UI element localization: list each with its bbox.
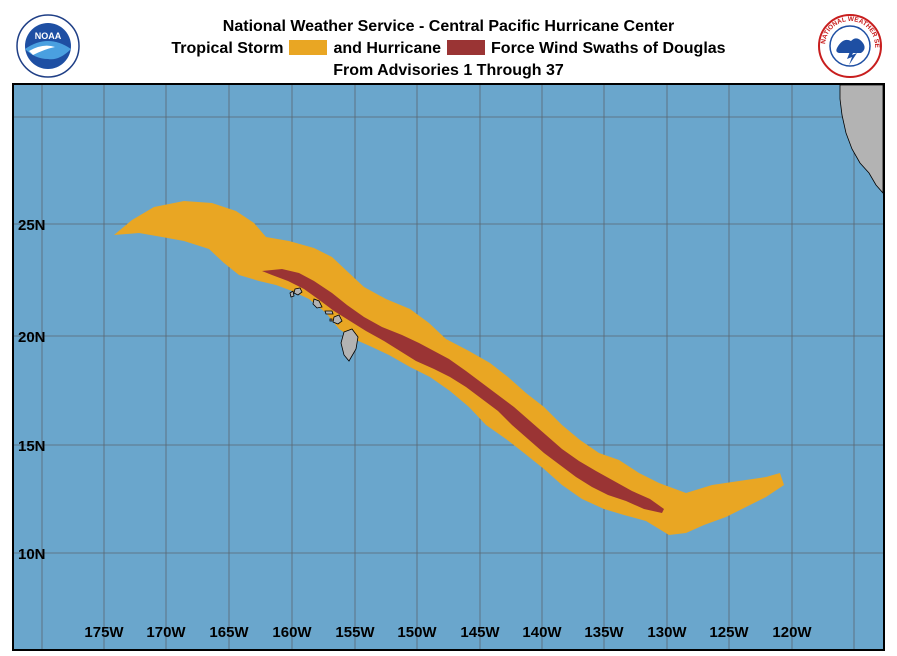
- island-hawaii: [340, 328, 359, 362]
- lon-label: 125W: [709, 624, 749, 641]
- lon-label: 165W: [209, 624, 249, 641]
- lon-label: 155W: [335, 624, 375, 641]
- lon-label: 160W: [272, 624, 312, 641]
- lon-label: 130W: [647, 624, 687, 641]
- island-maui: [332, 314, 343, 325]
- island-lanai: [329, 318, 333, 322]
- noaa-logo: NOAA: [16, 14, 80, 78]
- tropical-storm-swatch: [289, 40, 328, 55]
- legend-tropical-storm-label: Tropical Storm: [171, 40, 284, 57]
- lon-label: 145W: [460, 624, 500, 641]
- lon-label: 150W: [397, 624, 437, 641]
- lat-label: 25N: [18, 217, 46, 234]
- lat-label: 15N: [18, 438, 46, 455]
- title-line-3: From Advisories 1 Through 37: [333, 62, 564, 79]
- latitude-labels: 25N 20N 15N 10N: [18, 217, 46, 563]
- lon-label: 175W: [84, 624, 124, 641]
- hurricane-swath: [262, 269, 664, 513]
- nws-logo: NATIONAL WEATHER SERVICE: [815, 13, 882, 78]
- island-niihau: [289, 290, 295, 298]
- island-kauai: [293, 287, 303, 296]
- title-line-1: National Weather Service - Central Pacif…: [222, 18, 675, 35]
- hawaiian-islands: [289, 287, 359, 362]
- legend-hurricane-label: and Hurricane: [333, 40, 442, 57]
- graticule: [14, 85, 883, 649]
- lon-label: 135W: [584, 624, 624, 641]
- lat-label: 20N: [18, 329, 46, 346]
- noaa-logo-text: NOAA: [35, 31, 62, 41]
- map-header: National Weather Service - Central Pacif…: [12, 10, 885, 85]
- hurricane-swatch: [447, 40, 486, 55]
- lon-label: 120W: [772, 624, 812, 641]
- longitude-labels: 175W 170W 165W 160W 155W 150W 145W 140W …: [84, 624, 812, 641]
- lat-label: 10N: [18, 546, 46, 563]
- lon-label: 140W: [522, 624, 562, 641]
- legend-wind-swaths-label: Force Wind Swaths of Douglas: [491, 40, 726, 57]
- land-baja-california: [839, 85, 883, 194]
- title-line-2: Tropical Storm and Hurricane Force Wind Sw…: [12, 39, 885, 59]
- lon-label: 170W: [146, 624, 186, 641]
- island-oahu: [312, 298, 323, 309]
- island-molokai: [324, 310, 334, 315]
- storm-map: 175W 170W 165W 160W 155W 150W 145W 140W …: [14, 85, 883, 649]
